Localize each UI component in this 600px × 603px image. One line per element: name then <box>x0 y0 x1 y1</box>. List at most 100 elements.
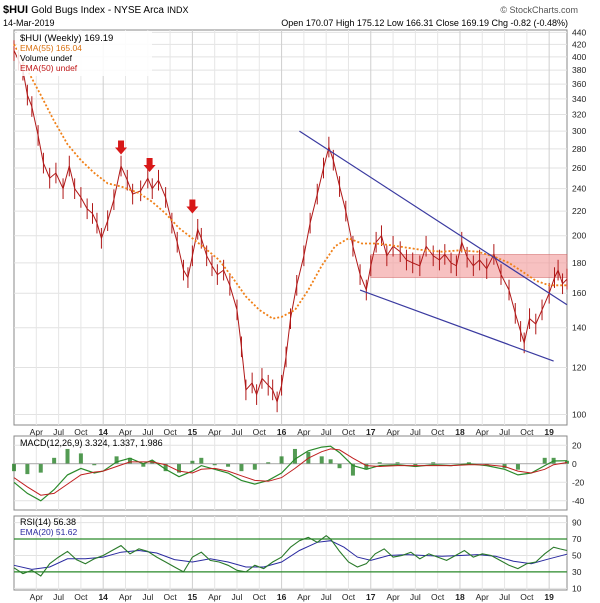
price-panel: 100 120 140 160 180 200 220 240 260 280 300 320 340 3… <box>13 27 586 426</box>
rsi-y-tick-label: 30 <box>572 567 582 577</box>
x-tick-label: Jul <box>232 592 243 602</box>
macd-panel: 20 0 -20 -40 <box>12 435 585 511</box>
macd-histogram-bar <box>141 463 146 467</box>
x-tick-label: Oct <box>74 427 88 437</box>
macd-histogram-bar <box>565 460 569 464</box>
macd-histogram-bar <box>515 463 520 470</box>
macd-histogram-bar <box>25 463 30 475</box>
x-tick-label: Oct <box>74 592 88 602</box>
macd-legend: MACD(12,26,9) 3.324, 1.337, 1.986 <box>20 438 163 448</box>
macd-histogram-bar <box>364 463 369 470</box>
macd-histogram-bar <box>212 463 217 466</box>
legend-background <box>17 31 152 76</box>
x-tick-label: 18 <box>455 427 465 437</box>
macd-histogram-bar <box>431 462 436 464</box>
x-tick-label: Oct <box>431 592 445 602</box>
macd-histogram-bar <box>239 463 244 472</box>
price-frame <box>13 29 568 426</box>
ohlc-label: Open 170.07 High 175.12 Low 166.31 Close… <box>281 18 568 28</box>
price-y-tick-label: 140 <box>572 323 586 333</box>
price-y-tick-label: 220 <box>572 206 586 216</box>
macd-histogram-bar <box>226 463 231 467</box>
rsi-y-tick-label: 90 <box>572 518 582 528</box>
x-tick-label: 17 <box>366 592 376 602</box>
macd-y-tick-label: 0 <box>572 459 577 469</box>
price-y-tick-label: 380 <box>572 65 586 75</box>
rsi-y-tick-label: 70 <box>572 534 582 544</box>
legend-ema55: EMA(55) 165.04 <box>20 43 82 53</box>
price-y-tick-label: 120 <box>572 362 586 372</box>
symbol-title: $HUI Gold Bugs Index - NYSE Arca INDX <box>3 4 189 16</box>
x-tick-label: Jul <box>53 592 64 602</box>
macd-histogram-bar <box>337 463 342 469</box>
x-tick-label: Jul <box>232 427 243 437</box>
x-tick-label: Apr <box>119 592 132 602</box>
x-tick-label: Jul <box>321 427 332 437</box>
x-tick-label: Jul <box>410 592 421 602</box>
price-legend: $HUI (Weekly) 169.19 EMA(55) 165.04 Volu… <box>17 31 152 76</box>
price-y-tick-label: 100 <box>572 409 586 419</box>
price-y-tick-label: 280 <box>572 144 586 154</box>
price-y-tick-label: 260 <box>572 163 586 173</box>
macd-y-tick-label: 20 <box>572 440 582 450</box>
x-tick-label: 15 <box>188 592 198 602</box>
down-arrow <box>143 158 156 173</box>
rsi-y-tick-label: 50 <box>572 550 582 560</box>
macd-histogram-bar <box>78 453 83 464</box>
rsi-frame <box>13 515 568 591</box>
brand-label: © StockCharts.com <box>500 5 578 15</box>
macd-histogram-bar <box>38 463 43 473</box>
x-tick-label: Apr <box>119 427 132 437</box>
x-tick-label: 15 <box>188 427 198 437</box>
price-y-tick-label: 400 <box>572 52 586 62</box>
x-tick-label: Oct <box>520 592 534 602</box>
macd-histogram-bar <box>190 460 195 464</box>
ema55-line <box>13 43 567 320</box>
macd-histogram-bar <box>319 456 324 464</box>
x-tick-label: Apr <box>476 427 489 437</box>
price-y-tick-label: 160 <box>572 288 586 298</box>
macd-y-tick-label: -40 <box>572 496 585 506</box>
x-tick-label: 17 <box>366 427 376 437</box>
x-tick-label: Apr <box>297 592 310 602</box>
macd-histogram-bar <box>377 462 382 464</box>
rsi-legend: RSI(14) 56.38 <box>20 517 76 527</box>
macd-histogram-bar <box>252 463 257 470</box>
x-tick-label: Apr <box>476 592 489 602</box>
x-tick-label: 16 <box>277 592 287 602</box>
lower-trendline <box>359 289 554 362</box>
price-y-tick-label: 340 <box>572 94 586 104</box>
x-tick-label: Oct <box>342 427 356 437</box>
macd-histogram-bar <box>350 463 355 476</box>
price-y-tick-label: 360 <box>572 79 586 89</box>
macd-histogram-bar <box>199 457 204 464</box>
macd-histogram-bar <box>92 463 97 466</box>
macd-histogram-bar <box>502 463 507 469</box>
x-tick-label: Apr <box>297 427 310 437</box>
x-tick-label: Apr <box>30 427 43 437</box>
rsi-line <box>13 535 568 577</box>
x-tick-label: Jul <box>142 592 153 602</box>
macd-histogram-bar <box>279 456 284 464</box>
x-tick-label: 14 <box>98 427 108 437</box>
price-y-tick-label: 200 <box>572 231 586 241</box>
legend-price: $HUI (Weekly) 169.19 <box>20 33 113 44</box>
date-label: 14-Mar-2019 <box>3 18 55 28</box>
price-y-tick-label: 180 <box>572 258 586 268</box>
macd-histogram-bar <box>12 463 16 472</box>
x-tick-label: Apr <box>30 592 43 602</box>
price-y-tick-label: 440 <box>572 27 586 37</box>
price-line <box>13 50 568 404</box>
rsi-y-tick-label: 10 <box>572 583 582 593</box>
macd-histogram-bar <box>292 448 297 464</box>
x-tick-label: Jul <box>142 427 153 437</box>
x-tick-label: Jul <box>410 427 421 437</box>
x-tick-label: Oct <box>253 427 267 437</box>
macd-histogram-bar <box>163 463 168 472</box>
rsi-panel: 90 70 50 30 10 <box>13 515 582 593</box>
x-tick-label: Jul <box>53 427 64 437</box>
macd-histogram-bar <box>52 457 57 464</box>
x-tick-label: 14 <box>98 592 108 602</box>
macd-histogram-bar <box>266 462 271 464</box>
